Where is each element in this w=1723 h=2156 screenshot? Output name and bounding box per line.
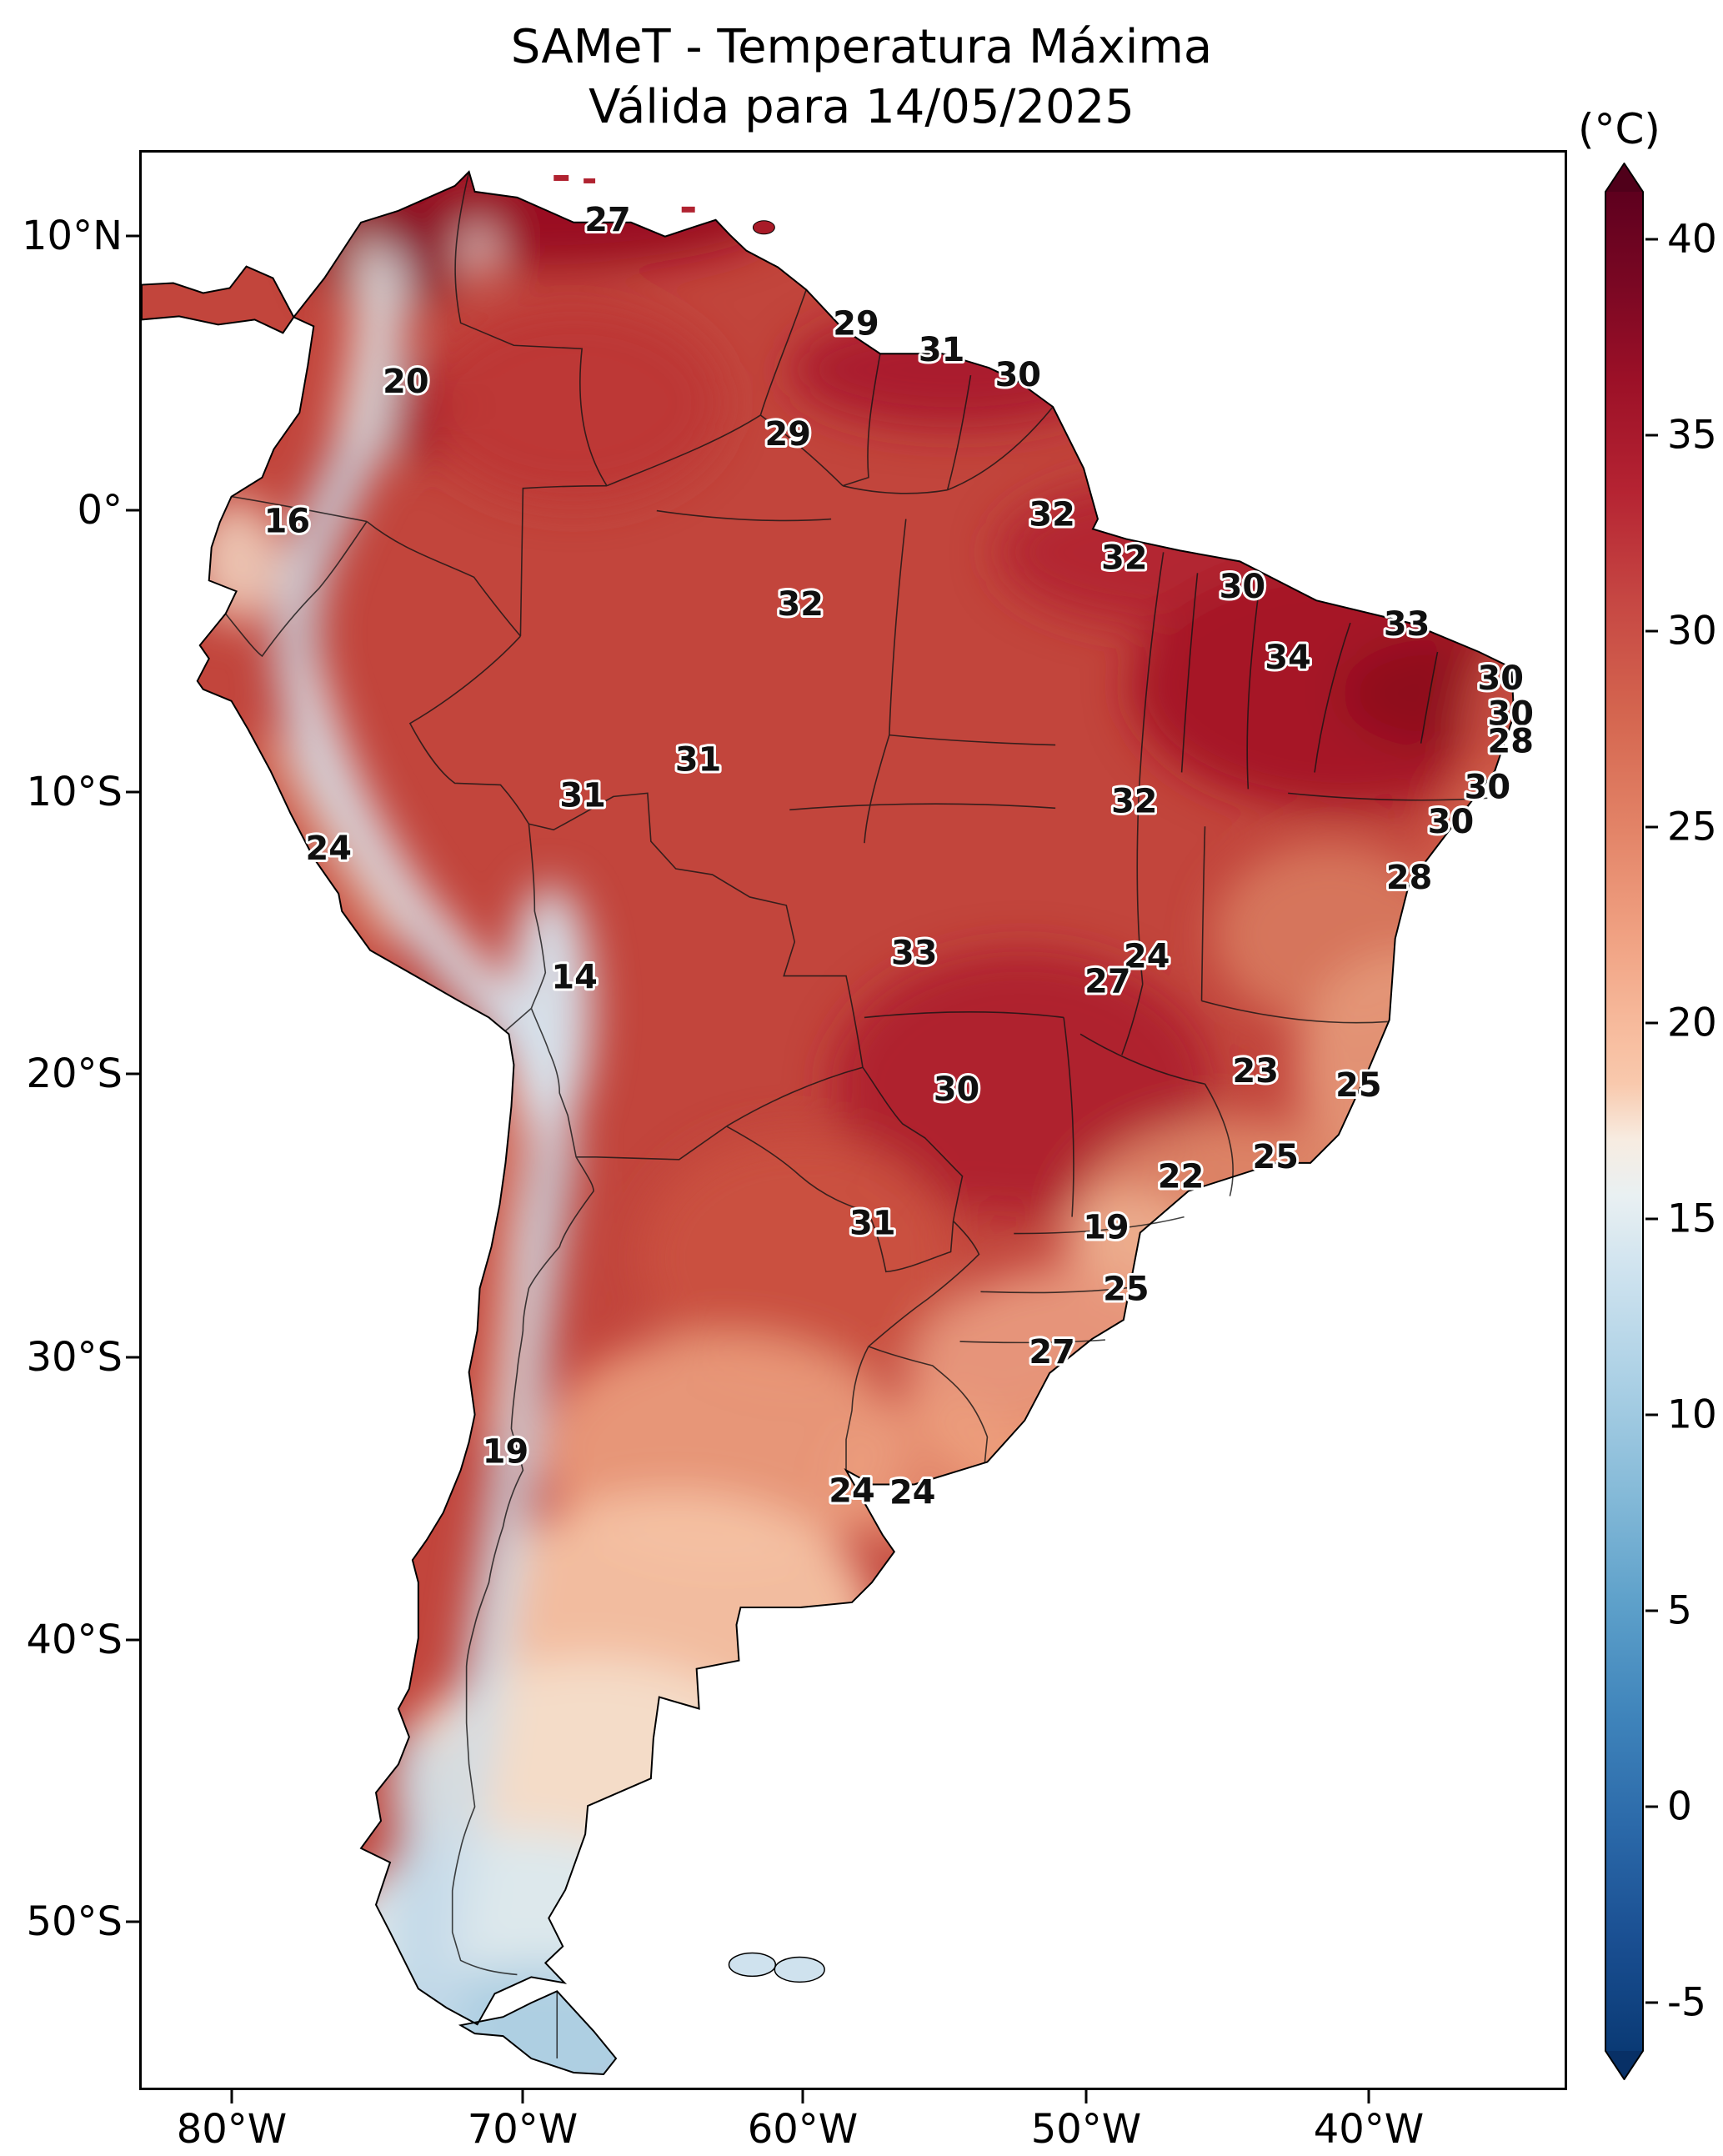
lon-tick-label: 80°W bbox=[176, 2106, 288, 2153]
station-temp-label: 31 bbox=[919, 331, 964, 369]
colorbar-tick-mark bbox=[1645, 238, 1658, 241]
lat-tick-label: 20°S bbox=[26, 1050, 123, 1097]
lat-tick-label: 10°N bbox=[22, 213, 123, 259]
colorbar bbox=[1605, 162, 1644, 2081]
lon-tick-label: 50°W bbox=[1030, 2106, 1142, 2153]
station-temp-label: 30 bbox=[1478, 659, 1524, 698]
colorbar-tick-label: 0 bbox=[1667, 1783, 1692, 1830]
station-temp-label: 19 bbox=[483, 1433, 528, 1472]
station-temp-label: 32 bbox=[777, 585, 823, 624]
latitude-axis: 10°N 0° 10°S 20°S 30°S 40°S 50°S bbox=[0, 0, 131, 2156]
map-frame: 27 29 31 30 20 29 16 32 32 30 32 33 34 30 30 28 31 31 30 32… bbox=[139, 150, 1567, 2090]
lat-tick-mark bbox=[126, 1638, 139, 1642]
lat-tick-label: 0° bbox=[77, 487, 123, 534]
station-temp-label: 24 bbox=[1124, 938, 1170, 976]
islands bbox=[553, 174, 825, 1983]
station-temp-label: 29 bbox=[765, 415, 811, 454]
colorbar-tick-label: 40 bbox=[1667, 216, 1717, 263]
lat-tick-mark bbox=[126, 790, 139, 794]
station-temp-label: 27 bbox=[1084, 963, 1130, 1001]
lat-tick-mark bbox=[126, 1356, 139, 1359]
station-temp-label: 32 bbox=[1101, 539, 1147, 577]
station-temp-label: 14 bbox=[551, 959, 597, 997]
colorbar-tick-mark bbox=[1645, 1805, 1658, 1808]
station-temp-label: 28 bbox=[1386, 859, 1432, 897]
lon-tick-mark bbox=[801, 2090, 804, 2103]
lat-tick-mark bbox=[126, 509, 139, 512]
lon-tick-label: 40°W bbox=[1313, 2106, 1425, 2153]
colorbar-tick-label: 35 bbox=[1667, 412, 1717, 459]
station-temp-label: 19 bbox=[1083, 1209, 1129, 1247]
colorbar-tick-mark bbox=[1645, 825, 1658, 829]
station-temp-label: 33 bbox=[1384, 605, 1430, 644]
station-temp-label: 24 bbox=[829, 1472, 874, 1510]
lat-tick-mark bbox=[126, 234, 139, 238]
colorbar-tick-mark bbox=[1645, 434, 1658, 437]
station-temp-label: 34 bbox=[1265, 639, 1310, 677]
colorbar-tick-mark bbox=[1645, 2001, 1658, 2004]
colorbar-unit-label: (°C) bbox=[1578, 105, 1660, 153]
station-temp-label: 25 bbox=[1335, 1066, 1381, 1105]
station-temp-label: 30 bbox=[1488, 695, 1534, 734]
lon-tick-mark bbox=[1084, 2090, 1088, 2103]
colorbar-top-arrow bbox=[1605, 163, 1643, 192]
station-temp-label: 31 bbox=[675, 741, 721, 780]
station-temp-label: 22 bbox=[1158, 1158, 1204, 1196]
station-temp-label: 16 bbox=[264, 503, 310, 541]
station-temp-label: 23 bbox=[1233, 1052, 1279, 1091]
lon-tick-mark bbox=[521, 2090, 524, 2103]
station-temp-label: 30 bbox=[934, 1070, 979, 1109]
temperature-shading bbox=[142, 171, 1515, 2074]
colorbar-tick-mark bbox=[1645, 1413, 1658, 1416]
station-temp-label: 25 bbox=[1103, 1270, 1149, 1308]
colorbar-tick-label: 15 bbox=[1667, 1196, 1717, 1242]
station-temp-label: 32 bbox=[1111, 782, 1157, 820]
coastline bbox=[142, 170, 1515, 2076]
station-temp-label: 20 bbox=[383, 363, 428, 401]
station-temp-label: 31 bbox=[559, 776, 605, 815]
station-temp-label: 30 bbox=[1465, 768, 1510, 806]
station-temp-label: 30 bbox=[1220, 568, 1265, 606]
station-temp-label: 27 bbox=[1029, 1333, 1074, 1371]
station-temp-label: 28 bbox=[1488, 723, 1534, 761]
station-temp-label: 24 bbox=[889, 1473, 935, 1512]
figure-title: SAMeT - Temperatura Máxima bbox=[510, 20, 1213, 74]
station-temp-label: 24 bbox=[305, 830, 351, 868]
lat-tick-mark bbox=[126, 1920, 139, 1923]
colorbar-tick-label: 10 bbox=[1667, 1391, 1717, 1438]
lon-tick-label: 60°W bbox=[747, 2106, 859, 2153]
colorbar-tick-mark bbox=[1645, 629, 1658, 633]
station-temp-label: 32 bbox=[1029, 496, 1074, 534]
colorbar-tick-label: -5 bbox=[1667, 1979, 1706, 2026]
station-temp-label: 33 bbox=[891, 935, 937, 973]
colorbar-tick-label: 30 bbox=[1667, 608, 1717, 654]
lat-tick-label: 50°S bbox=[26, 1898, 123, 1945]
colorbar-bottom-arrow bbox=[1605, 2051, 1643, 2079]
country-state-borders bbox=[225, 171, 1488, 2059]
colorbar-tick-mark bbox=[1645, 1021, 1658, 1025]
colorbar-tick-label: 20 bbox=[1667, 1000, 1717, 1046]
colorbar-tick-label: 5 bbox=[1667, 1587, 1692, 1634]
colorbar-tick-label: 25 bbox=[1667, 804, 1717, 850]
lat-tick-label: 10°S bbox=[26, 769, 123, 815]
station-temp-label: 25 bbox=[1252, 1138, 1298, 1176]
lon-tick-label: 70°W bbox=[467, 2106, 579, 2153]
lon-tick-mark bbox=[1367, 2090, 1370, 2103]
colorbar-gradient bbox=[1605, 192, 1643, 2051]
colorbar-tick-mark bbox=[1645, 1217, 1658, 1221]
lon-tick-mark bbox=[230, 2090, 233, 2103]
colorbar-tick-mark bbox=[1645, 1609, 1658, 1612]
figure-subtitle-date: Válida para 14/05/2025 bbox=[589, 80, 1134, 134]
station-temp-label: 31 bbox=[849, 1205, 895, 1243]
lat-tick-label: 40°S bbox=[26, 1617, 123, 1663]
station-temp-label: 29 bbox=[833, 304, 879, 343]
station-temp-label: 27 bbox=[584, 201, 630, 239]
lat-tick-label: 30°S bbox=[26, 1334, 123, 1381]
station-temp-label: 30 bbox=[1428, 803, 1474, 841]
station-temp-label: 30 bbox=[995, 356, 1041, 394]
lat-tick-mark bbox=[126, 1072, 139, 1075]
